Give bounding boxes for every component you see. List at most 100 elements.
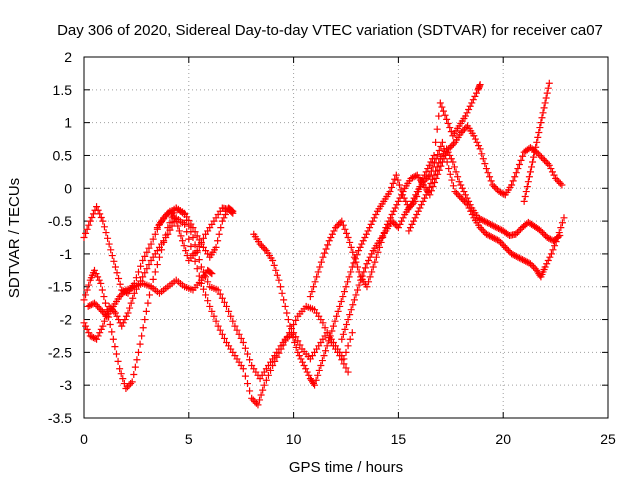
data-point xyxy=(366,273,374,281)
data-point xyxy=(270,261,278,269)
data-point xyxy=(101,299,109,307)
data-point xyxy=(100,293,108,301)
data-point xyxy=(406,224,414,232)
data-point xyxy=(229,317,237,325)
data-point xyxy=(160,214,168,222)
data-point xyxy=(454,173,462,181)
data-point xyxy=(101,311,109,319)
data-point xyxy=(80,319,88,327)
data-point xyxy=(543,260,551,268)
data-point xyxy=(372,253,380,261)
data-point xyxy=(435,159,443,167)
data-point xyxy=(90,299,98,307)
data-point xyxy=(220,334,228,342)
data-point xyxy=(323,342,331,350)
data-point xyxy=(80,296,88,304)
data-point xyxy=(409,174,417,182)
data-point xyxy=(106,320,114,328)
data-point xyxy=(214,322,222,330)
data-point xyxy=(448,176,456,184)
data-point xyxy=(508,181,516,189)
data-point xyxy=(416,204,424,212)
data-point xyxy=(223,302,231,310)
data-point xyxy=(83,225,91,233)
data-point xyxy=(473,138,481,146)
data-point xyxy=(314,268,322,276)
data-point xyxy=(461,112,469,120)
data-point xyxy=(524,178,532,186)
data-point xyxy=(544,84,552,92)
data-point xyxy=(231,322,239,330)
data-point xyxy=(543,89,551,97)
data-point xyxy=(462,124,470,132)
data-point xyxy=(269,361,277,369)
data-point xyxy=(144,299,152,307)
data-point xyxy=(128,378,136,386)
data-point xyxy=(228,208,236,216)
data-point xyxy=(273,353,281,361)
data-point xyxy=(365,256,373,264)
data-point xyxy=(412,191,420,199)
data-point xyxy=(557,224,565,232)
data-point xyxy=(191,257,199,265)
data-point xyxy=(133,356,141,364)
data-point xyxy=(343,320,351,328)
data-point xyxy=(292,316,300,324)
data-point xyxy=(359,237,367,245)
data-point xyxy=(443,145,451,153)
data-point xyxy=(352,291,360,299)
data-point xyxy=(541,99,549,107)
data-point xyxy=(444,119,452,127)
data-point xyxy=(105,240,113,248)
data-point xyxy=(479,227,487,235)
data-point xyxy=(389,179,397,187)
data-point xyxy=(197,238,205,246)
x-tick-label: 0 xyxy=(80,431,88,447)
data-point xyxy=(538,114,546,122)
data-point xyxy=(349,248,357,256)
y-tick-label: -0.5 xyxy=(48,213,72,229)
data-point xyxy=(476,145,484,153)
data-point xyxy=(180,242,188,250)
data-point xyxy=(126,304,134,312)
data-point xyxy=(369,217,377,225)
data-point xyxy=(446,124,454,132)
data-point xyxy=(525,173,533,181)
data-point xyxy=(547,250,555,258)
data-point xyxy=(425,183,433,191)
data-point xyxy=(523,258,531,266)
data-point xyxy=(331,317,339,325)
data-point xyxy=(161,212,169,220)
series-trace-10 xyxy=(520,79,553,205)
data-point xyxy=(214,237,222,245)
data-point xyxy=(138,332,146,340)
x-tick-label: 10 xyxy=(286,431,302,447)
data-point xyxy=(475,142,483,150)
data-point xyxy=(376,243,384,251)
data-point xyxy=(424,165,432,173)
data-point xyxy=(336,302,344,310)
data-point xyxy=(300,361,308,369)
data-point xyxy=(488,221,496,229)
data-point xyxy=(366,253,374,261)
data-point xyxy=(497,238,505,246)
data-point xyxy=(487,177,495,185)
data-point xyxy=(181,211,189,219)
data-point xyxy=(544,256,552,264)
data-point xyxy=(369,263,377,271)
y-axis-label: SDTVAR / TECUs xyxy=(6,178,23,298)
data-point xyxy=(185,222,193,230)
data-point xyxy=(340,360,348,368)
data-point xyxy=(352,258,360,266)
data-point xyxy=(556,232,564,240)
data-point xyxy=(317,258,325,266)
data-point xyxy=(494,224,502,232)
data-point xyxy=(485,220,493,228)
data-point xyxy=(466,201,474,209)
data-point xyxy=(111,309,119,317)
data-point xyxy=(208,307,216,315)
data-point xyxy=(149,275,157,283)
data-point xyxy=(182,247,190,255)
